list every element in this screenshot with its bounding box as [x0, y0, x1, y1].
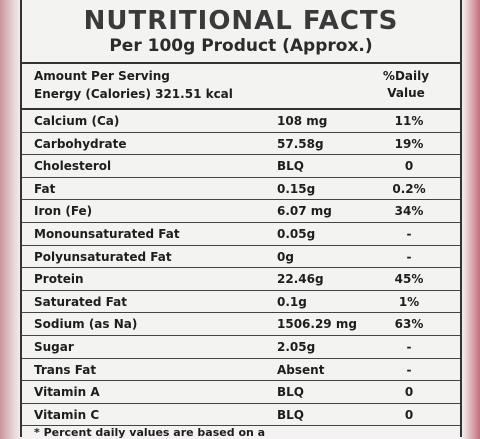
- nutrient-amount: BLQ: [277, 385, 304, 400]
- nutrient-amount: 1506.29 mg: [277, 317, 357, 332]
- daily-value-heading: %Daily Value: [376, 68, 436, 102]
- daily-percent: 0: [404, 385, 414, 400]
- table-row: Saturated Fat 0.1g 1%: [22, 291, 460, 314]
- table-row: Sugar 2.05g -: [22, 336, 460, 359]
- daily-percent: 63%: [394, 317, 424, 332]
- daily-percent: -: [406, 339, 412, 354]
- nutrient-name: Polyunsaturated Fat: [34, 249, 172, 264]
- nutrient-name: Protein: [34, 272, 84, 287]
- table-row: Polyunsaturated Fat 0g -: [22, 246, 460, 269]
- table: Calcium (Ca) 108 mg 11% Carbohydrate 57.58g 1…: [22, 110, 460, 427]
- nutrient-amount: 22.46g: [277, 272, 324, 287]
- daily-value-line: Value: [387, 86, 425, 100]
- nutrient-amount: 0g: [277, 249, 294, 264]
- nutrient-name: Sodium (as Na): [34, 317, 138, 332]
- daily-percent: 0: [404, 159, 414, 174]
- nutrient-name: Vitamin A: [34, 385, 100, 400]
- nutrient-amount: 2.05g: [277, 339, 316, 354]
- nutrient-amount: 6.07 mg: [277, 204, 332, 219]
- nutrient-amount: 0.15g: [277, 181, 316, 196]
- daily-value-line: %Daily: [382, 69, 430, 83]
- energy: Energy (Calories) 321.51 kcal: [34, 87, 233, 101]
- daily-percent: -: [406, 226, 412, 241]
- nutrient-name: Saturated Fat: [34, 294, 128, 309]
- subtitle: Per 100g Product (Approx.): [109, 36, 373, 56]
- daily-percent: 0.2%: [392, 181, 426, 196]
- nutrient-amount: BLQ: [277, 407, 304, 422]
- daily-percent: -: [406, 362, 412, 377]
- nutrient-name: Vitamin C: [34, 407, 100, 422]
- daily-percent: 34%: [394, 204, 424, 219]
- daily-percent: 19%: [394, 136, 424, 151]
- daily-percent: 45%: [394, 272, 424, 287]
- daily-percent: 11%: [394, 114, 424, 128]
- amount-label: Amount Per Serving: [34, 69, 170, 83]
- nutrient-amount: BLQ: [277, 159, 304, 174]
- table-row: Calcium (Ca) 108 mg 11%: [22, 110, 460, 133]
- daily-percent: 1%: [398, 294, 420, 309]
- nutrient-amount: 108 mg: [277, 114, 328, 128]
- nutrient-name: Monounsaturated Fat: [34, 226, 180, 241]
- table-row: Trans Fat Absent -: [22, 359, 460, 382]
- nutrient-amount: 0.1g: [277, 294, 307, 309]
- table-row: Vitamin A BLQ 0: [22, 381, 460, 404]
- nutrient-name: Sugar: [34, 339, 74, 354]
- table-row: Fat 0.15g 0.2%: [22, 178, 460, 201]
- table-row: Monounsaturated Fat 0.05g -: [22, 223, 460, 246]
- daily-percent: 0: [404, 407, 414, 422]
- footnote: * Percent daily values are based on a: [34, 426, 266, 439]
- table-row: Cholesterol BLQ 0: [22, 155, 460, 178]
- table-row: Sodium (as Na) 1506.29 mg 63%: [22, 313, 460, 336]
- table-row: Iron (Fe) 6.07 mg 34%: [22, 200, 460, 223]
- title: NUTRITIONAL FACTS: [83, 6, 399, 36]
- nutrient-name: Iron (Fe): [34, 204, 93, 219]
- nutrient-name: Trans Fat: [34, 362, 97, 377]
- nutrient-name: Fat: [34, 181, 56, 196]
- nutrient-name: Carbohydrate: [34, 136, 127, 151]
- daily-percent: -: [406, 249, 412, 264]
- nutrient-name: Cholesterol: [34, 159, 112, 174]
- nutrient-name: Calcium (Ca): [34, 114, 120, 128]
- nutrient-amount: Absent: [277, 362, 325, 377]
- nutrient-amount: 0.05g: [277, 226, 316, 241]
- header: Amount Per Serving Energy (Calories) 321…: [22, 62, 460, 110]
- nutrition-label: NUTRITIONAL FACTS Per 100g Product (Appr…: [20, 0, 462, 439]
- table-row: Carbohydrate 57.58g 19%: [22, 133, 460, 156]
- nutrient-amount: 57.58g: [277, 136, 324, 151]
- table-row: Vitamin C BLQ 0: [22, 404, 460, 427]
- table-row: Protein 22.46g 45%: [22, 268, 460, 291]
